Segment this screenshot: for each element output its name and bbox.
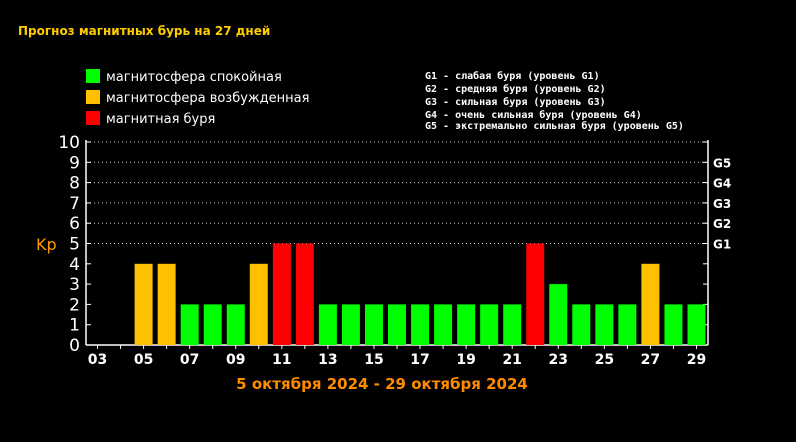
bar-day-13 (318, 304, 337, 345)
date-range-label: 5 октября 2024 - 29 октября 2024 (236, 375, 528, 393)
legend: магнитосфера спокойная магнитосфера возб… (86, 69, 309, 127)
bar-day-28 (664, 304, 683, 345)
y-tick-label-4: 4 (69, 255, 80, 275)
bar-day-21 (503, 304, 522, 345)
g-tick-label-g3: G3 (713, 197, 731, 211)
bar-day-19 (457, 304, 476, 345)
g-tick-label-g4: G4 (713, 177, 731, 191)
g-tick-label-g2: G2 (713, 217, 731, 231)
x-tick-label-15: 15 (364, 352, 383, 368)
y-tick-label-7: 7 (69, 194, 80, 214)
x-tick-label-21: 21 (502, 352, 521, 368)
bar-day-5 (134, 263, 153, 345)
bar-day-14 (341, 304, 360, 345)
x-tick-label-13: 13 (318, 352, 337, 368)
g-level-3: G3 - сильная буря (уровень G3) (425, 96, 606, 108)
legend-label-active: магнитосфера возбужденная (106, 91, 309, 106)
g-tick-label-g5: G5 (713, 156, 731, 170)
g-level-1: G1 - слабая буря (уровень G1) (425, 70, 600, 82)
g-level-2: G2 - средняя буря (уровень G2) (425, 83, 606, 95)
legend-swatch-quiet (86, 69, 100, 83)
bar-day-15 (364, 304, 383, 345)
bar-day-7 (180, 304, 199, 345)
legend-label-quiet: магнитосфера спокойная (106, 70, 282, 85)
y-axis-label: Kp (36, 235, 57, 254)
bar-day-24 (572, 304, 591, 345)
bar-day-25 (595, 304, 614, 345)
g-level-descriptions: G1 - слабая буря (уровень G1) G2 - средн… (425, 70, 684, 132)
x-tick-label-11: 11 (272, 352, 291, 368)
legend-swatch-storm (86, 111, 100, 125)
bar-day-26 (618, 304, 637, 345)
y-tick-label-1: 1 (69, 316, 80, 336)
g-level-4: G4 - очень сильная буря (уровень G4) (425, 109, 642, 121)
bar-day-12 (295, 243, 314, 345)
x-tick-label-03: 03 (88, 352, 107, 368)
x-tick-label-19: 19 (456, 352, 475, 368)
x-tick-label-25: 25 (595, 352, 614, 368)
legend-swatch-active (86, 90, 100, 104)
y-tick-label-3: 3 (69, 275, 80, 295)
g-level-5: G5 - экстремально сильная буря (уровень … (425, 120, 684, 132)
x-tick-label-05: 05 (134, 352, 153, 368)
legend-label-storm: магнитная буря (106, 112, 215, 127)
bar-day-29 (687, 304, 706, 345)
bar-day-18 (434, 304, 453, 345)
x-tick-label-17: 17 (410, 352, 429, 368)
y-tick-label-2: 2 (69, 295, 80, 315)
x-tick-label-27: 27 (641, 352, 660, 368)
bar-day-20 (480, 304, 499, 345)
bar-day-6 (157, 263, 176, 345)
y-tick-label-8: 8 (69, 174, 80, 194)
y-tick-label-9: 9 (69, 153, 80, 173)
y-tick-label-6: 6 (69, 214, 80, 234)
y-tick-label-0: 0 (69, 336, 80, 356)
bar-day-22 (526, 243, 545, 345)
x-tick-label-23: 23 (549, 352, 568, 368)
y-tick-label-5: 5 (69, 235, 80, 255)
x-tick-label-07: 07 (180, 352, 199, 368)
bar-day-10 (249, 263, 268, 345)
x-tick-label-29: 29 (687, 352, 706, 368)
y-tick-label-10: 10 (58, 133, 80, 153)
bar-day-23 (549, 284, 568, 345)
bar-day-27 (641, 263, 660, 345)
bar-day-8 (203, 304, 222, 345)
x-tick-label-09: 09 (226, 352, 245, 368)
g-tick-label-g1: G1 (713, 238, 731, 252)
chart-title: Прогноз магнитных бурь на 27 дней (18, 24, 270, 38)
bar-day-16 (388, 304, 406, 345)
bar-day-9 (226, 304, 245, 345)
bar-day-17 (411, 304, 430, 345)
bar-day-11 (272, 243, 291, 345)
